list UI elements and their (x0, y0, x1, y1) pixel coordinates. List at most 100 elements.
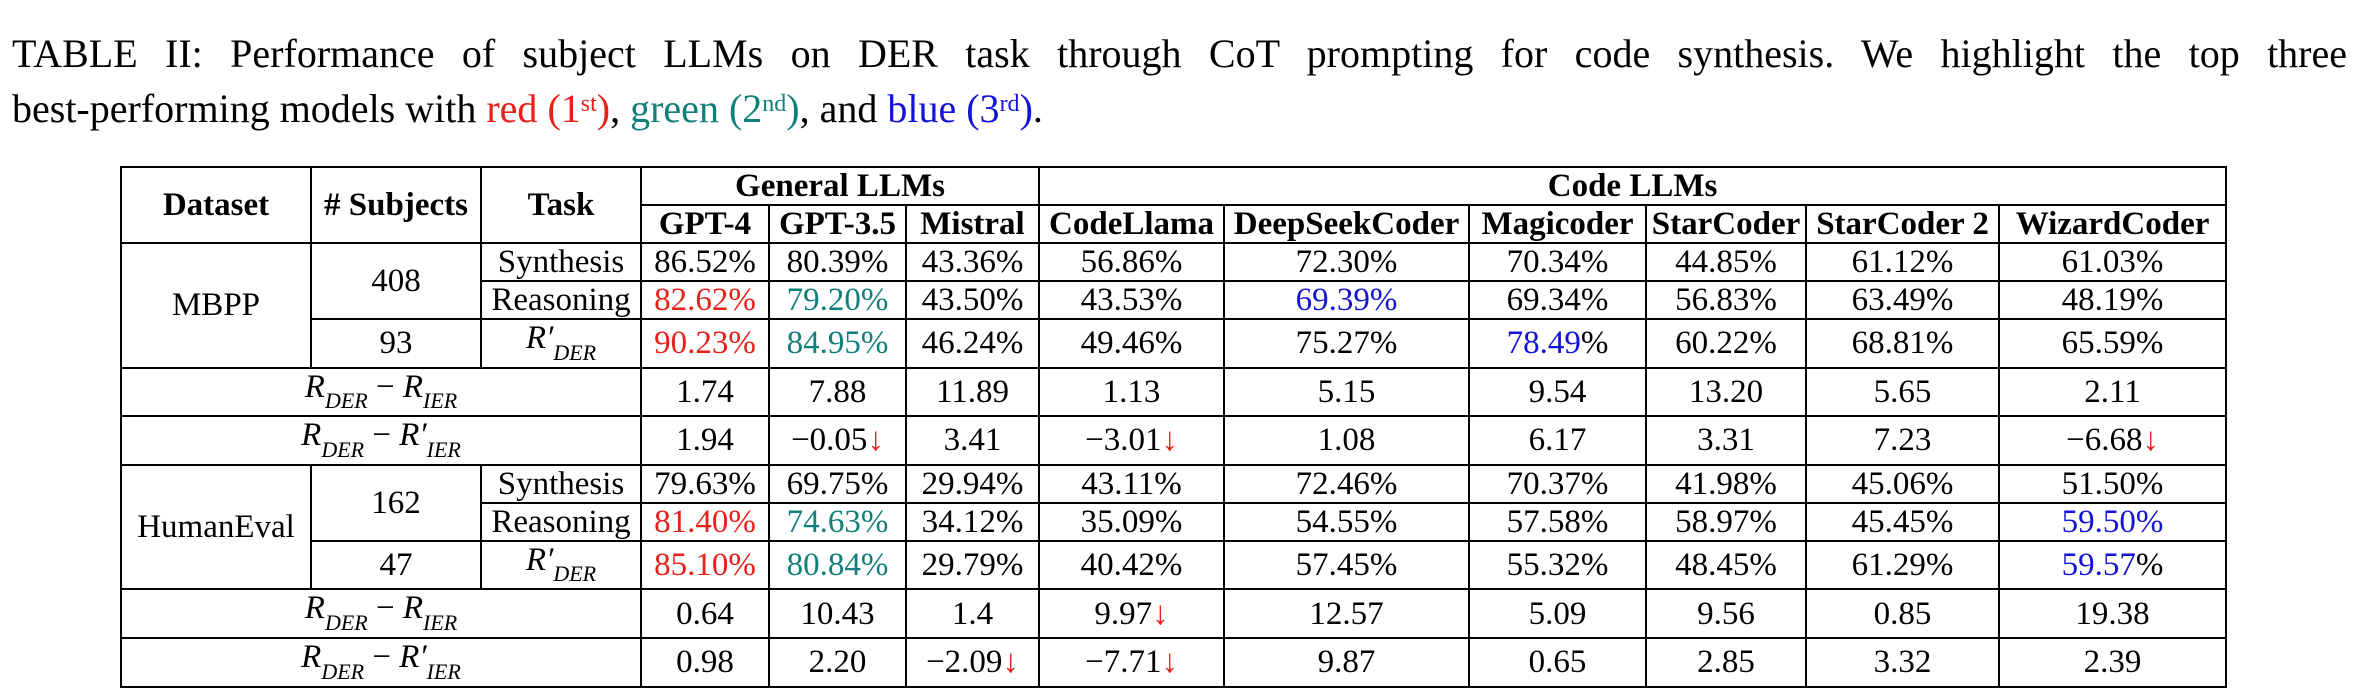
cell-mbpp-diff_ier-7: 5.65 (1805, 366, 2001, 418)
cell-humaneval-reasoning-2: 34.12% (904, 501, 1041, 542)
cell-mbpp-diff_ier_prime-7: 7.23 (1805, 415, 2001, 466)
cell-humaneval-rprime-4: 57.45% (1223, 539, 1471, 591)
results-table: Dataset # Subjects Task General LLMs Cod… (120, 166, 2228, 688)
cell-humaneval-rprime-0: 85.10% (640, 539, 770, 591)
mbpp-reasoning-row: Reasoning 82.62% 79.20% 43.50% 43.53% 69.39% 6… (121, 280, 2228, 320)
header-general-llms: General LLMs (639, 166, 1041, 205)
cell-humaneval-diff_ier_prime-6: 2.85 (1645, 636, 1808, 688)
mbpp-task-reasoning: Reasoning (480, 280, 642, 320)
cell-mbpp-diff_ier-5: 9.54 (1468, 366, 1648, 418)
header-model-deepseekcoder: DeepSeekCoder (1223, 204, 1471, 244)
cell-mbpp-diff_ier_prime-3: −3.01↓ (1038, 415, 1226, 466)
cell-humaneval-diff_ier_prime-2: −2.09↓ (904, 636, 1041, 688)
mbpp-task-rprime: R′DER (480, 318, 642, 369)
cell-mbpp-synthesis-2: 43.36% (904, 242, 1041, 282)
cell-humaneval-synthesis-1: 69.75% (768, 463, 907, 504)
header-model-starcoder: StarCoder (1645, 204, 1808, 244)
cell-mbpp-diff_ier_prime-6: 3.31 (1645, 415, 1808, 466)
mbpp-diff_ier_prime-label: RDER − R′IER (120, 415, 642, 466)
cell-mbpp-reasoning-8: 48.19% (1998, 280, 2228, 320)
humaneval-reasoning-row: Reasoning 81.40% 74.63% 34.12% 35.09% 54.55% 5… (121, 501, 2228, 542)
down-arrow-icon: ↓ (1161, 644, 1178, 681)
down-arrow-icon: ↓ (1161, 422, 1178, 459)
header-model-gpt-4: GPT-4 (640, 204, 770, 244)
cell-humaneval-reasoning-7: 45.45% (1805, 501, 2001, 542)
cell-humaneval-rprime-5: 55.32% (1468, 539, 1648, 591)
cell-mbpp-diff_ier-6: 13.20 (1645, 366, 1808, 418)
cell-mbpp-rprime-5: 78.49% (1468, 318, 1648, 369)
cell-mbpp-rprime-3: 49.46% (1038, 318, 1226, 369)
header-model-gpt-3-5: GPT-3.5 (768, 204, 907, 244)
cell-mbpp-reasoning-0: 82.62% (640, 280, 770, 320)
cell-mbpp-diff_ier-1: 7.88 (768, 366, 907, 418)
cell-humaneval-rprime-1: 80.84% (768, 539, 907, 591)
header-task: Task (480, 166, 642, 244)
cell-humaneval-diff_ier_prime-8: 2.39 (1998, 636, 2228, 688)
humaneval-rprime-row: 47 R′DER 85.10% 80.84% 29.79% 40.42% 57.45% 55.… (121, 539, 2228, 591)
cell-mbpp-synthesis-5: 70.34% (1468, 242, 1648, 282)
cell-humaneval-diff_ier_prime-0: 0.98 (640, 636, 770, 688)
cell-mbpp-reasoning-1: 79.20% (768, 280, 907, 320)
humaneval-diff_ier-row: RDER − RIER 0.64 10.43 1.4 9.97↓ 12.57 5.09 9.5… (120, 588, 2228, 639)
cell-humaneval-reasoning-3: 35.09% (1038, 501, 1226, 542)
cell-mbpp-synthesis-6: 44.85% (1645, 242, 1808, 282)
down-arrow-icon: ↓ (1152, 595, 1169, 632)
mbpp-task-synthesis: Synthesis (480, 242, 642, 282)
cell-humaneval-rprime-6: 48.45% (1645, 539, 1808, 591)
cell-humaneval-synthesis-6: 41.98% (1645, 463, 1808, 504)
down-arrow-icon: ↓ (2142, 422, 2159, 459)
cell-mbpp-rprime-2: 46.24% (904, 318, 1041, 369)
header-row-1: Dataset # Subjects Task General LLMs Cod… (120, 166, 2228, 244)
cell-mbpp-diff_ier_prime-4: 1.08 (1223, 415, 1471, 466)
mbpp-subjects-r: 93 (310, 318, 482, 369)
cell-humaneval-diff_ier-6: 9.56 (1645, 588, 1808, 639)
cell-mbpp-synthesis-4: 72.30% (1223, 242, 1471, 282)
cell-humaneval-diff_ier_prime-1: 2.20 (768, 636, 907, 688)
cell-humaneval-diff_ier-0: 0.64 (640, 588, 770, 639)
cell-mbpp-synthesis-0: 86.52% (640, 242, 770, 282)
cell-humaneval-synthesis-8: 51.50% (1998, 463, 2228, 504)
cell-humaneval-reasoning-4: 54.55% (1223, 501, 1471, 542)
cell-humaneval-rprime-8: 59.57% (1998, 539, 2228, 591)
cell-humaneval-reasoning-5: 57.58% (1468, 501, 1648, 542)
cell-humaneval-diff_ier-4: 12.57 (1223, 588, 1471, 639)
cell-mbpp-synthesis-7: 61.12% (1805, 242, 2001, 282)
cell-humaneval-reasoning-1: 74.63% (768, 501, 907, 542)
humaneval-subjects: 162 (310, 463, 482, 542)
cell-humaneval-synthesis-7: 45.06% (1805, 463, 2001, 504)
cell-humaneval-rprime-3: 40.42% (1038, 539, 1226, 591)
cell-humaneval-diff_ier-1: 10.43 (768, 588, 907, 639)
cell-mbpp-diff_ier_prime-1: −0.05↓ (768, 415, 907, 466)
down-arrow-icon: ↓ (1002, 644, 1019, 681)
mbpp-synthesis-row: MBPP 408 Synthesis 86.52% 80.39% 43.36% 56.86%… (120, 242, 2228, 369)
cell-mbpp-reasoning-3: 43.53% (1038, 280, 1226, 320)
cell-mbpp-reasoning-4: 69.39% (1223, 280, 1471, 320)
humaneval-diff_ier_prime-label: RDER − R′IER (120, 636, 642, 688)
humaneval-diff_ier-label: RDER − RIER (120, 588, 642, 639)
cell-humaneval-reasoning-6: 58.97% (1645, 501, 1808, 542)
humaneval-subjects-r: 47 (310, 539, 482, 591)
cell-humaneval-diff_ier-3: 9.97↓ (1038, 588, 1226, 639)
cell-mbpp-reasoning-2: 43.50% (904, 280, 1041, 320)
cell-mbpp-diff_ier_prime-2: 3.41 (904, 415, 1041, 466)
caption-text-2: best-performing models with (12, 86, 477, 131)
cell-mbpp-rprime-6: 60.22% (1645, 318, 1808, 369)
cell-humaneval-diff_ier-2: 1.4 (904, 588, 1041, 639)
header-model-magicoder: Magicoder (1468, 204, 1648, 244)
humaneval-task-reasoning: Reasoning (480, 501, 642, 542)
caption-red: red (1st) (486, 86, 611, 131)
cell-humaneval-diff_ier_prime-4: 9.87 (1223, 636, 1471, 688)
mbpp-subjects: 408 (310, 242, 482, 320)
caption-green: green (2nd) (630, 86, 800, 131)
cell-humaneval-reasoning-8: 59.50% (1998, 501, 2228, 542)
cell-humaneval-diff_ier-5: 5.09 (1468, 588, 1648, 639)
caption-line-2: best-performing models with red (1st), g… (12, 86, 1043, 131)
cell-mbpp-rprime-0: 90.23% (640, 318, 770, 369)
cell-mbpp-rprime-7: 68.81% (1805, 318, 2001, 369)
cell-humaneval-rprime-7: 61.29% (1805, 539, 2001, 591)
mbpp-diff_ier-label: RDER − RIER (120, 366, 642, 418)
cell-mbpp-diff_ier-8: 2.11 (1998, 366, 2228, 418)
humaneval-task-synthesis: Synthesis (480, 463, 642, 504)
cell-mbpp-reasoning-7: 63.49% (1805, 280, 2001, 320)
cell-humaneval-diff_ier_prime-7: 3.32 (1805, 636, 2001, 688)
